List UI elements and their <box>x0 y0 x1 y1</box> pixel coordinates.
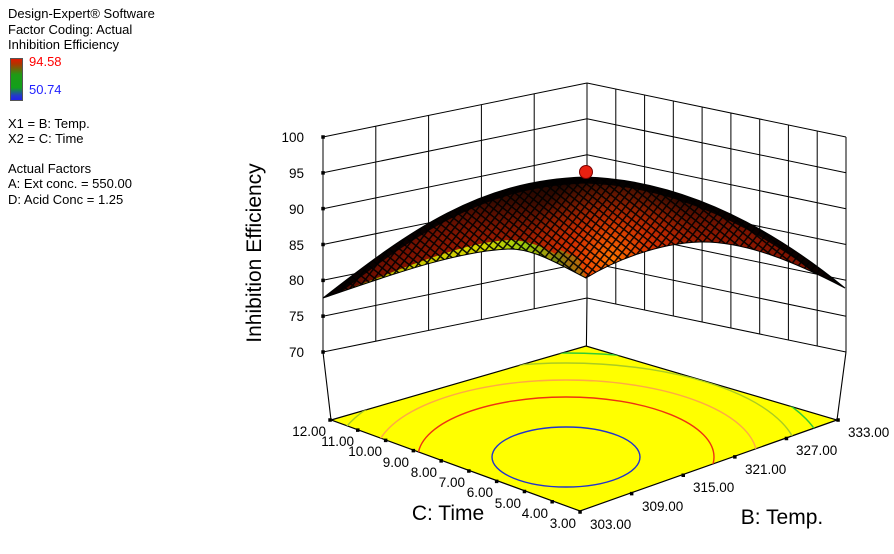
box-lower-edges <box>322 297 847 421</box>
z-axis-title: Inhibition Efficiency <box>243 163 266 343</box>
b-tick-label: 321.00 <box>745 462 786 477</box>
b-tick-label: 333.00 <box>848 425 889 440</box>
c-tick-label: 4.00 <box>522 506 548 521</box>
b-tick-label: 303.00 <box>590 517 631 532</box>
z-tick-label: 70 <box>289 345 304 360</box>
z-tick-label: 95 <box>289 166 304 181</box>
b-tick-label: 315.00 <box>693 480 734 495</box>
factor-a-value: A: Ext conc. = 550.00 <box>8 176 132 191</box>
legend-response-name: Inhibition Efficiency <box>8 37 120 52</box>
c-tick-label: 10.00 <box>348 444 382 459</box>
z-tick-label: 85 <box>289 238 304 253</box>
c-tick-label: 5.00 <box>495 496 521 511</box>
b-axis-title: B: Temp. <box>741 506 823 529</box>
color-scale-bar <box>10 57 23 101</box>
legend-software-name: Design-Expert® Software <box>8 6 155 21</box>
z-tick-label: 100 <box>281 130 304 145</box>
scale-max-value: 94.58 <box>29 53 62 69</box>
actual-factors-heading: Actual Factors <box>8 160 92 176</box>
z-axis-ticks <box>321 135 325 354</box>
factor-d-value: D: Acid Conc = 1.25 <box>8 191 124 207</box>
z-tick-label: 75 <box>289 309 304 324</box>
b-tick-label: 309.00 <box>642 499 683 514</box>
response-surface <box>322 165 846 299</box>
c-tick-label: 7.00 <box>439 475 465 490</box>
c-tick-label: 11.00 <box>321 434 354 449</box>
c-tick-label: 3.00 <box>550 516 576 531</box>
z-tick-label: 80 <box>289 273 304 288</box>
x1-assignment: X1 = B: Temp. <box>8 115 90 131</box>
c-axis-title: C: Time <box>412 502 484 525</box>
x2-assignment: X2 = C: Time <box>8 131 84 146</box>
c-tick-label: 9.00 <box>383 455 409 470</box>
contour-ring-blue <box>491 426 641 488</box>
c-tick-label: 6.00 <box>467 485 493 500</box>
design-point <box>579 165 593 179</box>
z-tick-label: 90 <box>289 202 304 217</box>
c-tick-label: 8.00 <box>411 465 437 480</box>
legend-factor-coding: Factor Coding: Actual <box>8 21 133 37</box>
color-scale: 94.58 50.74 <box>8 53 238 102</box>
b-tick-label: 327.00 <box>796 443 837 458</box>
scale-min-value: 50.74 <box>29 81 62 97</box>
design-expert-legend: Design-Expert® Software Factor Coding: A… <box>8 6 238 207</box>
c-tick-label: 12.00 <box>292 424 326 439</box>
b-axis-ticks <box>629 418 840 496</box>
